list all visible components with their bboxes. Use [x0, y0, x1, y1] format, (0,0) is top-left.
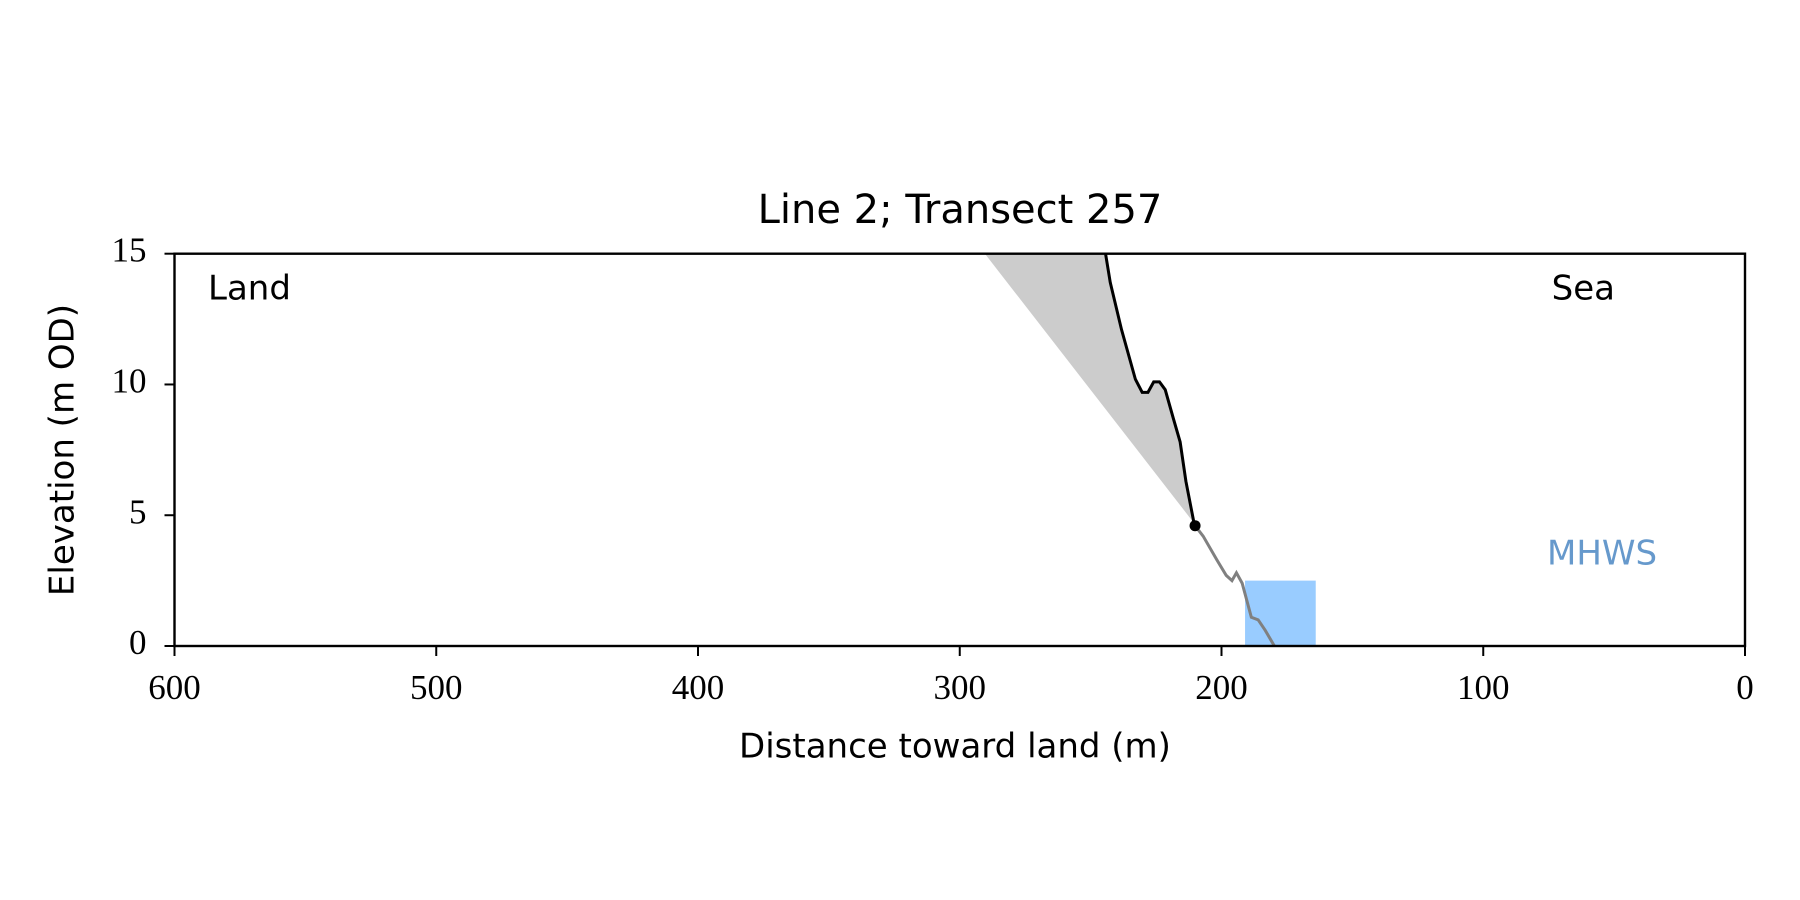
mhws-band — [1245, 580, 1316, 646]
x-tick-label: 200 — [1195, 668, 1248, 707]
y-axis-label: Elevation (m OD) — [43, 304, 83, 596]
marker — [1189, 520, 1201, 532]
y-tick-label: 10 — [112, 361, 147, 400]
x-tick-label: 500 — [410, 668, 463, 707]
y-tick-label: 0 — [129, 623, 147, 662]
plot-frame — [173, 252, 1747, 648]
annotation: Sea — [1552, 269, 1615, 309]
annotation: Land — [208, 269, 291, 309]
shaded-area — [984, 253, 1195, 524]
x-tick-label: 100 — [1457, 668, 1510, 707]
x-tick-label: 600 — [148, 668, 201, 707]
y-tick-label: 5 — [129, 492, 147, 531]
profile-line — [1193, 524, 1276, 647]
y-tick-label: 15 — [112, 231, 147, 270]
chart-title: Line 2; Transect 257 — [758, 187, 1163, 233]
annotation: MHWS — [1547, 534, 1657, 574]
x-tick-label: 0 — [1736, 668, 1754, 707]
profile-line — [1104, 253, 1196, 524]
x-tick-label: 300 — [934, 668, 987, 707]
x-tick-label: 400 — [672, 668, 725, 707]
x-axis-label: Distance toward land (m) — [739, 727, 1171, 767]
